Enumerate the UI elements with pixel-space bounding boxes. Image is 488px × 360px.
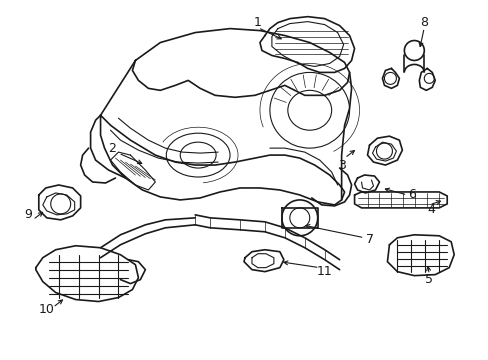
Text: 9: 9 [24,208,32,221]
Text: 10: 10 [39,303,55,316]
Text: 6: 6 [407,188,415,202]
Text: 8: 8 [420,16,427,29]
Text: 4: 4 [427,203,434,216]
Text: 11: 11 [316,265,332,278]
Text: 5: 5 [425,273,432,286]
Text: 3: 3 [337,158,345,172]
Text: 7: 7 [365,233,373,246]
Text: 1: 1 [253,16,262,29]
Text: 2: 2 [108,141,116,155]
